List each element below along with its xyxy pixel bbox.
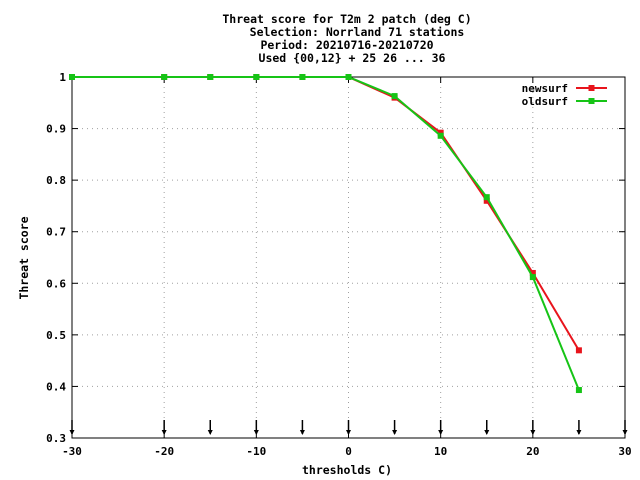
data-point-oldsurf [69, 74, 75, 80]
x-tick-label: 20 [526, 445, 539, 458]
y-tick-label: 0.6 [46, 277, 66, 290]
y-tick-label: 0.4 [46, 380, 66, 393]
series-line-newsurf [72, 76, 580, 351]
axis-ticks: -30 -20 -10 0 10 20 30 0.3 0.4 0.5 0.6 0.7 0.8 0.9 1 [46, 71, 632, 458]
data-point-oldsurf [575, 387, 582, 394]
threshold-marker-arrow [576, 430, 582, 435]
threshold-marker-arrow [622, 430, 628, 435]
threshold-marker-arrow [299, 430, 305, 435]
data-point-newsurf [437, 129, 444, 136]
title-line-1: Threat score for T2m 2 patch (deg C) [222, 12, 471, 26]
data-point-oldsurf [207, 74, 214, 80]
data-point-oldsurf [161, 74, 168, 80]
threshold-markers [69, 420, 628, 435]
title-line-3: Period: 20210716-20210720 [260, 38, 433, 52]
threshold-marker-arrow [207, 430, 213, 435]
data-point-newsurf [483, 197, 490, 204]
threshold-marker-arrow [530, 430, 536, 435]
y-axis-label: Threat score [17, 216, 31, 299]
series-line-oldsurf [72, 76, 580, 391]
y-tick-label: 1 [59, 71, 66, 84]
title-line-4: Used {00,12} + 25 26 ... 36 [259, 51, 446, 65]
series-oldsurf [69, 74, 582, 394]
title-line-2: Selection: Norrland 71 stations [250, 25, 465, 39]
data-point-newsurf [575, 347, 582, 354]
y-tick-label: 0.9 [46, 123, 66, 136]
threshold-marker-arrow [161, 430, 167, 435]
data-point-oldsurf [529, 274, 536, 281]
grid [71, 76, 626, 439]
x-tick-label: 30 [618, 445, 631, 458]
data-point-oldsurf [483, 194, 490, 201]
x-tick-label: 0 [345, 445, 352, 458]
threshold-marker-arrow [438, 430, 444, 435]
series [69, 74, 582, 394]
data-point-oldsurf [391, 93, 398, 100]
y-tick-label: 0.8 [46, 174, 66, 187]
data-point-oldsurf [345, 74, 352, 80]
x-axis-label: thresholds C) [302, 463, 392, 477]
threshold-marker-arrow [392, 430, 398, 435]
series-newsurf [69, 74, 582, 354]
x-tick-label: -10 [246, 445, 266, 458]
threshold-marker-arrow [484, 430, 490, 435]
legend-marker-newsurf [588, 85, 595, 91]
threshold-marker-arrow [69, 430, 75, 435]
chart-title: Threat score for T2m 2 patch (deg C) Sel… [222, 12, 471, 65]
y-tick-label: 0.3 [46, 432, 66, 445]
legend-marker-oldsurf [588, 98, 595, 104]
legend-label-oldsurf: oldsurf [522, 95, 568, 108]
x-tick-label: -30 [62, 445, 82, 458]
y-tick-label: 0.7 [46, 226, 66, 239]
threshold-marker-arrow [346, 430, 351, 435]
threshold-marker-arrow [253, 430, 259, 435]
x-tick-label: -20 [154, 445, 174, 458]
data-point-oldsurf [253, 74, 260, 80]
y-tick-label: 0.5 [46, 329, 66, 342]
x-tick-label: 10 [434, 445, 447, 458]
legend-label-newsurf: newsurf [522, 82, 568, 95]
data-point-newsurf [529, 269, 536, 276]
data-point-oldsurf [437, 132, 444, 139]
data-point-oldsurf [299, 74, 306, 80]
